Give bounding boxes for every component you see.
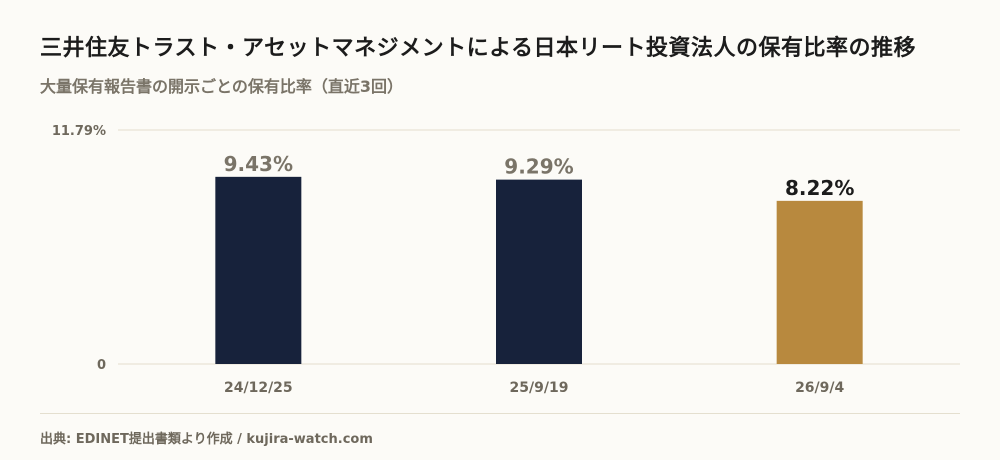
bar <box>776 200 863 364</box>
bar <box>496 179 582 364</box>
x-tick-label: 26/9/4 <box>795 380 844 396</box>
y-tick-label: 0 <box>97 358 106 373</box>
data-label: 9.43% <box>224 152 293 176</box>
data-label: 8.22% <box>785 176 854 200</box>
bar <box>215 176 302 364</box>
y-tick-label: 11.79% <box>52 124 106 139</box>
value-labels: 9.43% 9.29% 8.22% <box>224 152 855 200</box>
x-tick-label: 24/12/25 <box>224 380 293 396</box>
x-axis-ticks: 24/12/25 25/9/19 26/9/4 <box>224 380 845 396</box>
footer-divider <box>40 413 960 414</box>
y-axis-ticks: 0 11.79% <box>52 124 106 373</box>
bars <box>215 176 863 364</box>
chart-title: 三井住友トラスト・アセットマネジメントによる日本リート投資法人の保有比率の推移 <box>40 36 916 61</box>
chart-subtitle: 大量保有報告書の開示ごとの保有比率（直近3回） <box>40 77 403 96</box>
data-label: 9.29% <box>504 155 573 179</box>
x-tick-label: 25/9/19 <box>510 380 569 396</box>
source-note: 出典: EDINET提出書類より作成 / kujira-watch.com <box>40 432 373 447</box>
